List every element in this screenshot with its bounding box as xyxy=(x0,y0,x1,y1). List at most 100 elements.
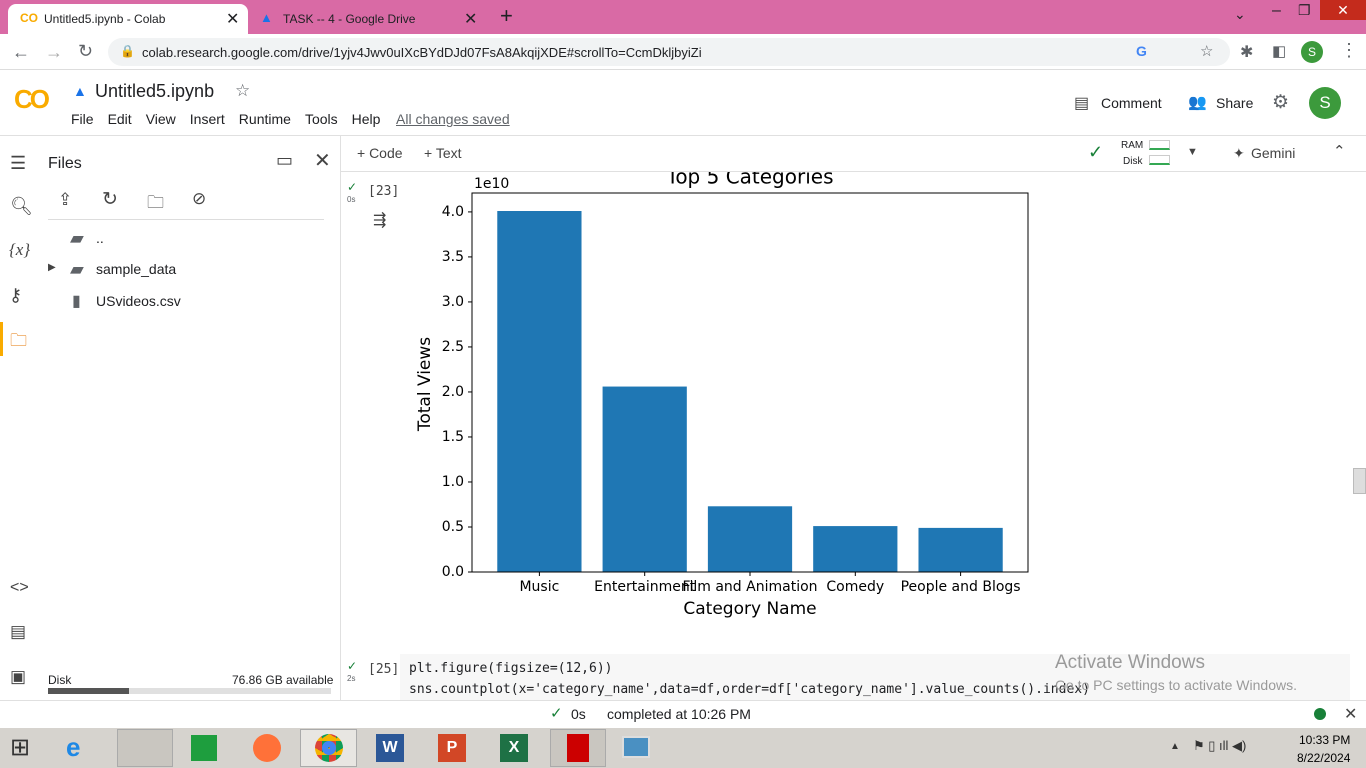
app-photos[interactable] xyxy=(622,736,650,758)
tab[interactable]: ▲ TASK -- 4 - Google Drive ✕ xyxy=(252,4,487,34)
drive-icon: ▲ xyxy=(73,83,87,99)
notebook-name[interactable]: Untitled5.ipynb xyxy=(95,81,215,101)
gemini[interactable]: Gemini xyxy=(1251,145,1296,161)
upload[interactable]: ⇪ xyxy=(58,190,73,209)
app-powerpoint[interactable]: P xyxy=(438,734,466,762)
add-code[interactable]: + Code xyxy=(357,145,403,161)
tab-close[interactable]: ✕ xyxy=(226,11,240,28)
url-box[interactable]: 🔒 colab.research.google.com/drive/1yjv4J… xyxy=(108,38,1230,66)
tab-close[interactable]: ✕ xyxy=(464,11,478,28)
close-window[interactable]: ✕ xyxy=(1320,0,1366,20)
bookmark[interactable]: ☆ xyxy=(1200,43,1214,60)
tray-icons[interactable]: ⚑ ▯ ıll ◀) xyxy=(1193,738,1247,753)
files-icon[interactable]: 🗀 xyxy=(10,331,27,350)
refresh[interactable]: ↻ xyxy=(102,189,118,210)
x-tick-label: Comedy xyxy=(826,579,884,595)
share[interactable]: Share xyxy=(1216,95,1254,111)
toc-icon[interactable]: ☰ xyxy=(10,153,27,173)
close-sidebar[interactable]: ✕ xyxy=(314,150,331,172)
folder-icon: ▰ xyxy=(70,228,84,248)
status-message[interactable]: completed at 10:26 PM xyxy=(607,706,751,722)
code-cell[interactable] xyxy=(400,654,1350,700)
maximize[interactable]: ❐ xyxy=(1298,2,1311,18)
status-check: ✓ xyxy=(550,705,563,722)
clock-date[interactable]: 8/22/2024 xyxy=(1297,751,1351,765)
app-word[interactable]: W xyxy=(376,734,404,762)
menu-item[interactable]: Edit xyxy=(107,111,132,127)
app-chrome[interactable] xyxy=(300,729,357,767)
tab-menu[interactable]: ⌄ xyxy=(1234,6,1246,22)
scrollbar-thumb[interactable] xyxy=(1353,468,1366,494)
tray-expand[interactable]: ▲ xyxy=(1170,741,1180,752)
avatar[interactable]: S xyxy=(1309,87,1341,119)
menu-item[interactable]: Help xyxy=(351,111,381,127)
forward[interactable]: → xyxy=(45,42,63,62)
star[interactable]: ☆ xyxy=(235,81,251,100)
code-snippets-icon[interactable]: <> xyxy=(10,579,29,596)
clock-time[interactable]: 10:33 PM xyxy=(1299,733,1351,747)
watermark-title: Activate Windows xyxy=(1055,652,1205,673)
profile[interactable]: S xyxy=(1301,41,1323,63)
y-tick-label: 2.0 xyxy=(442,384,464,400)
settings[interactable]: ⚙ xyxy=(1272,92,1290,113)
command-palette-icon[interactable]: ▤ xyxy=(10,622,27,641)
tab-title: Untitled5.ipynb - Colab xyxy=(44,12,166,26)
search-icon[interactable]: 🔍︎ xyxy=(10,196,33,216)
app-ie[interactable]: e xyxy=(66,732,81,762)
app-explorer[interactable] xyxy=(117,729,173,767)
y-tick-label: 1.0 xyxy=(442,474,464,490)
y-tick-label: 4.0 xyxy=(442,204,464,220)
status-close[interactable]: ✕ xyxy=(1344,706,1358,723)
y-axis-label: Total Views xyxy=(415,337,435,432)
mount-drive[interactable]: 🗀 xyxy=(147,193,164,212)
output-options[interactable]: ⇶ xyxy=(373,212,387,229)
open-tab[interactable]: ▭ xyxy=(276,150,294,170)
side-panel[interactable]: ◧ xyxy=(1272,43,1287,60)
menu-item[interactable]: View xyxy=(145,111,176,127)
back[interactable]: ← xyxy=(12,42,30,62)
reload[interactable]: ↻ xyxy=(78,41,94,61)
new-tab[interactable]: + xyxy=(500,3,513,28)
app-excel[interactable]: X xyxy=(500,734,528,762)
file-item[interactable]: sample_data xyxy=(96,261,177,277)
variables-icon[interactable]: {x} xyxy=(9,240,31,259)
collapse[interactable]: ⌃ xyxy=(1333,143,1346,160)
tab-active[interactable]: CO Untitled5.ipynb - Colab ✕ xyxy=(8,4,248,34)
x-axis-label: Category Name xyxy=(683,599,816,619)
watermark-subtitle: Go to PC settings to activate Windows. xyxy=(1055,677,1297,693)
bar xyxy=(813,526,898,572)
minimize[interactable]: – xyxy=(1272,2,1281,19)
expand[interactable]: ▶ xyxy=(48,262,56,273)
app-store[interactable] xyxy=(191,735,217,761)
add-text[interactable]: + Text xyxy=(424,145,462,161)
menu-item[interactable]: Runtime xyxy=(238,111,291,127)
menu-item[interactable]: Tools xyxy=(304,111,338,127)
save-status[interactable]: All changes saved xyxy=(396,111,510,127)
extensions[interactable]: ✱ xyxy=(1240,44,1254,61)
start-button[interactable]: ⊞ xyxy=(10,734,31,761)
cell-time: 2s xyxy=(347,674,356,683)
lock: 🔒 xyxy=(120,44,135,58)
file-item[interactable]: USvideos.csv xyxy=(96,293,181,309)
menu-item[interactable]: Insert xyxy=(189,111,225,127)
runtime-menu[interactable]: ▼ xyxy=(1187,146,1198,158)
chart-title: Top 5 Categories xyxy=(666,172,834,189)
taskbar xyxy=(0,728,1366,768)
x-tick-label: Music xyxy=(519,579,559,595)
browser-menu[interactable]: ⋮ xyxy=(1340,40,1358,60)
cell-check: ✓ xyxy=(347,180,358,194)
app-shield[interactable] xyxy=(550,729,606,767)
folder-icon: ▰ xyxy=(70,259,84,279)
terminal-icon[interactable]: ▣ xyxy=(10,667,27,686)
chart: Top 5 Categories 1e10 0.0 0.5 1.0 1.5 2.0 2.5 3.… xyxy=(415,172,1029,619)
file-item[interactable]: .. xyxy=(96,230,104,246)
hide-files[interactable]: ⊘ xyxy=(192,189,207,208)
colab-logo[interactable]: CO xyxy=(14,84,50,114)
disk-label: Disk xyxy=(48,673,72,687)
comment[interactable]: Comment xyxy=(1101,95,1162,111)
active-indicator xyxy=(0,322,3,356)
secrets-icon[interactable]: ⚷ xyxy=(9,285,23,305)
menu-item[interactable]: File xyxy=(71,111,94,127)
app-firefox[interactable] xyxy=(253,734,281,762)
google-icon[interactable]: G xyxy=(1136,43,1147,59)
